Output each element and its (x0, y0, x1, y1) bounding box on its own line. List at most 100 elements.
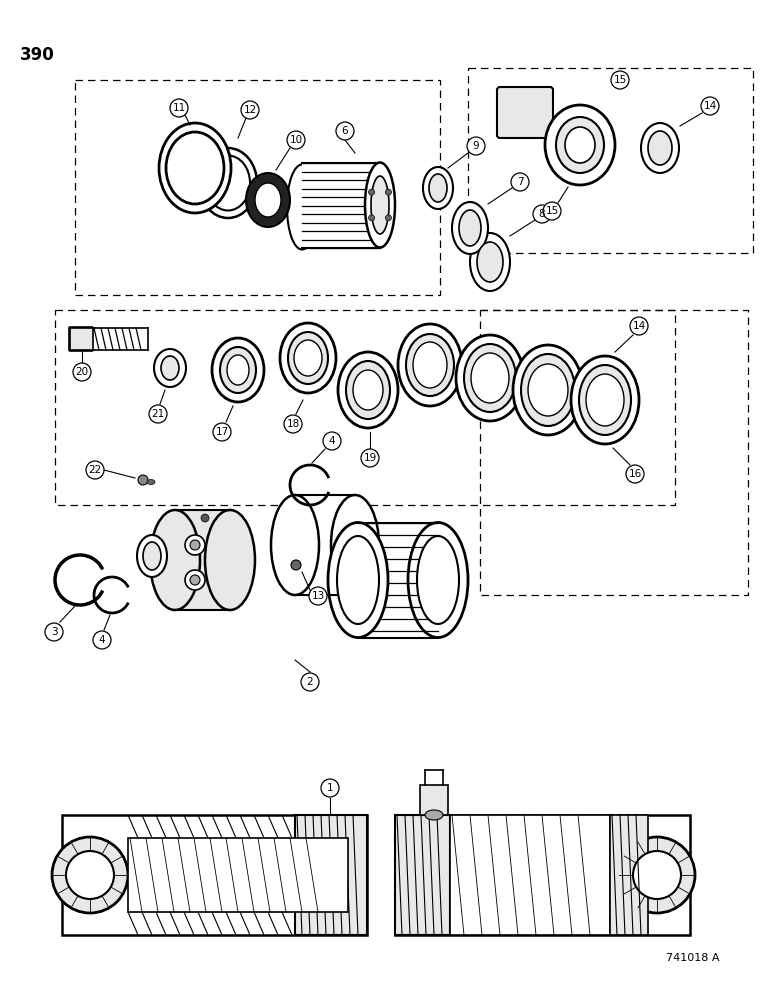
Ellipse shape (365, 162, 395, 247)
Ellipse shape (545, 105, 615, 185)
Ellipse shape (353, 370, 383, 410)
Text: 17: 17 (215, 427, 229, 437)
Ellipse shape (464, 344, 516, 412)
Circle shape (385, 215, 391, 221)
Ellipse shape (161, 356, 179, 380)
Circle shape (66, 851, 114, 899)
Circle shape (149, 405, 167, 423)
Text: 12: 12 (243, 105, 256, 115)
Text: 1: 1 (327, 783, 334, 793)
Ellipse shape (154, 349, 186, 387)
Circle shape (284, 415, 302, 433)
Ellipse shape (280, 323, 336, 393)
Ellipse shape (288, 332, 328, 384)
FancyBboxPatch shape (69, 327, 93, 351)
Ellipse shape (287, 164, 317, 249)
Text: 19: 19 (364, 453, 377, 463)
Ellipse shape (337, 536, 379, 624)
Bar (128, 838, 348, 912)
Ellipse shape (371, 176, 389, 234)
Ellipse shape (408, 522, 468, 638)
Ellipse shape (470, 233, 510, 291)
Circle shape (336, 122, 354, 140)
Bar (295, 815, 367, 935)
Circle shape (701, 97, 719, 115)
Ellipse shape (406, 334, 454, 396)
Circle shape (626, 465, 644, 483)
Ellipse shape (147, 480, 155, 485)
Circle shape (185, 570, 205, 590)
Circle shape (611, 71, 629, 89)
FancyBboxPatch shape (497, 87, 553, 138)
Circle shape (309, 587, 327, 605)
Ellipse shape (246, 173, 290, 227)
Bar (295, 495, 355, 595)
Ellipse shape (137, 535, 167, 577)
Ellipse shape (641, 123, 679, 173)
Bar (395, 815, 450, 935)
Text: 18: 18 (286, 419, 300, 429)
Circle shape (467, 137, 485, 155)
Bar (420, 785, 448, 815)
Bar (395, 815, 690, 935)
Ellipse shape (648, 131, 672, 165)
Circle shape (385, 189, 391, 195)
Text: 741018 A: 741018 A (666, 953, 720, 963)
Ellipse shape (528, 364, 568, 416)
Text: 10: 10 (290, 135, 303, 145)
Ellipse shape (159, 123, 231, 213)
Text: 4: 4 (329, 436, 335, 446)
Ellipse shape (452, 202, 488, 254)
Bar (302, 163, 382, 248)
Ellipse shape (255, 183, 281, 217)
Bar (610, 815, 648, 935)
Circle shape (138, 475, 148, 485)
Text: 22: 22 (88, 465, 102, 475)
Circle shape (368, 215, 374, 221)
Circle shape (301, 673, 319, 691)
Text: 390: 390 (20, 46, 55, 64)
Text: 7: 7 (516, 177, 523, 187)
Ellipse shape (579, 365, 631, 435)
Circle shape (190, 575, 200, 585)
Text: 9: 9 (472, 141, 479, 151)
Circle shape (323, 432, 341, 450)
Circle shape (201, 514, 209, 522)
Text: 3: 3 (51, 627, 57, 637)
Ellipse shape (331, 495, 379, 595)
Ellipse shape (206, 155, 250, 211)
Ellipse shape (143, 542, 161, 570)
Text: 2: 2 (306, 677, 313, 687)
Bar (480, 310, 748, 595)
Circle shape (52, 837, 128, 913)
Ellipse shape (417, 536, 459, 624)
Bar (450, 815, 610, 935)
Text: 8: 8 (539, 209, 545, 219)
Ellipse shape (346, 361, 390, 419)
Ellipse shape (571, 356, 639, 444)
Ellipse shape (398, 324, 462, 406)
Ellipse shape (212, 338, 264, 402)
Circle shape (170, 99, 188, 117)
Ellipse shape (413, 342, 447, 388)
Bar (358, 523, 438, 638)
Ellipse shape (199, 148, 257, 218)
Text: 4: 4 (99, 635, 105, 645)
Circle shape (511, 173, 529, 191)
Ellipse shape (271, 495, 319, 595)
Circle shape (185, 535, 205, 555)
Circle shape (291, 560, 301, 570)
Text: 13: 13 (311, 591, 324, 601)
Ellipse shape (338, 352, 398, 428)
Circle shape (321, 779, 339, 797)
Circle shape (630, 317, 648, 335)
Ellipse shape (477, 242, 503, 282)
Ellipse shape (459, 210, 481, 246)
Text: 20: 20 (76, 367, 89, 377)
Text: 15: 15 (545, 206, 559, 216)
Ellipse shape (429, 174, 447, 202)
Circle shape (368, 189, 374, 195)
Text: 15: 15 (614, 75, 627, 85)
Circle shape (73, 363, 91, 381)
Ellipse shape (521, 354, 575, 426)
